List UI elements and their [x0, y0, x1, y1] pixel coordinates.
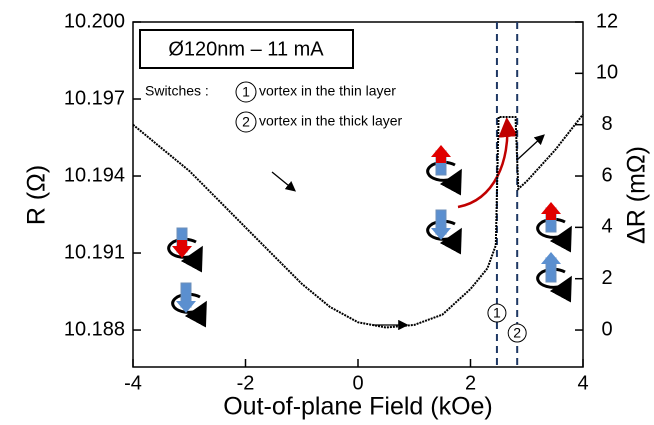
switch-label: 1 [493, 305, 501, 321]
switch-label: 2 [513, 325, 521, 341]
x-tick-label: -4 [124, 372, 142, 394]
y2-tick-label: 2 [601, 267, 612, 289]
chart-title: Ø120nm – 11 mA [168, 38, 324, 60]
arrow-tip [436, 151, 446, 163]
x-tick-label: 4 [577, 372, 588, 394]
y-tick-label: 10.197 [64, 87, 125, 109]
x-tick-label: 0 [352, 372, 363, 394]
circle [235, 81, 257, 103]
y2-axis-label: ΔR (mΩ) [623, 146, 651, 244]
y2-tick-label: 12 [596, 10, 618, 32]
y2-tick-label: 4 [601, 216, 612, 238]
y2-tick-label: 6 [601, 164, 612, 186]
circle [507, 323, 527, 343]
moment-arrow [431, 145, 451, 176]
y2-tick-label: 10 [596, 62, 618, 84]
y2-tick-label: 8 [601, 113, 612, 135]
moment-arrow [541, 252, 561, 283]
decorations [271, 117, 545, 331]
annotation: vortex in the thin layer [259, 83, 396, 99]
x-tick-label: -2 [237, 372, 255, 394]
annotation: Switches : [145, 83, 209, 99]
moment-arrow [541, 202, 561, 233]
circle [487, 303, 507, 323]
circle [235, 111, 257, 133]
y-axis-label: R (Ω) [23, 165, 51, 225]
arrow-head [176, 301, 196, 313]
plot-frame [132, 21, 584, 368]
y-tick-label: 10.191 [64, 241, 125, 263]
arrow-head [431, 228, 451, 240]
annotation: vortex in the thick layer [259, 113, 403, 129]
y-tick-label: 10.200 [64, 10, 125, 32]
arrow-tip [177, 240, 187, 252]
data-line [132, 113, 584, 329]
arrow-tip [546, 208, 556, 220]
title-box [139, 29, 354, 69]
y-tick-label: 10.188 [64, 318, 125, 340]
annotation: 1 [242, 84, 250, 100]
x-tick-label: 2 [465, 372, 476, 394]
x-axis-label: Out-of-plane Field (kOe) [223, 393, 493, 421]
y2-tick-label: 0 [601, 318, 612, 340]
annotation: 2 [242, 114, 250, 130]
moment-arrow [176, 282, 196, 313]
y-tick-label: 10.194 [64, 164, 125, 186]
arrow-head [541, 252, 561, 264]
moment-arrow [172, 227, 192, 258]
moment-arrow [431, 209, 451, 240]
